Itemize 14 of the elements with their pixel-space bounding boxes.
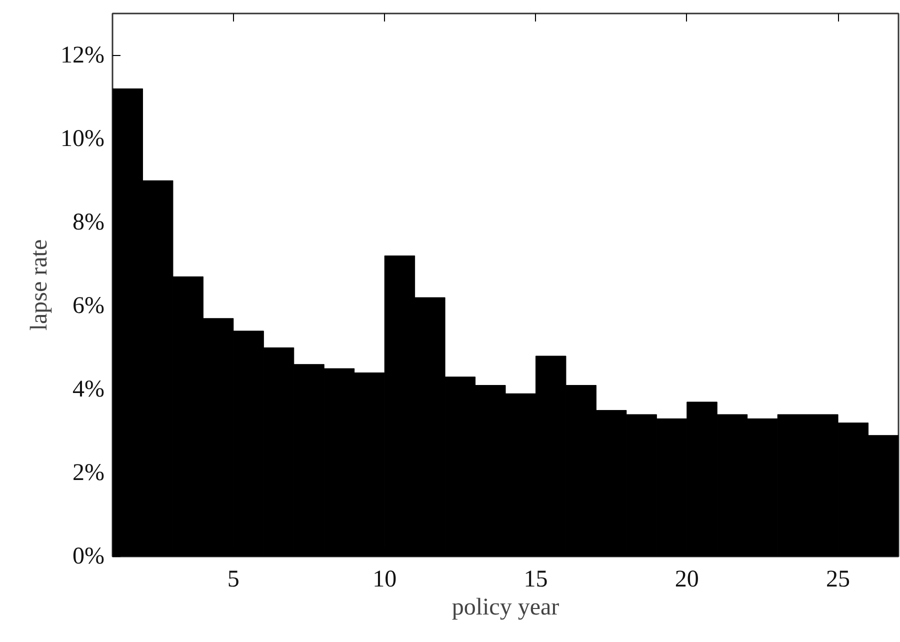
y-tick-label: 4% xyxy=(72,376,105,402)
y-tick-label: 8% xyxy=(72,209,105,236)
x-tick-label: 5 xyxy=(227,566,240,592)
x-tick-label: 25 xyxy=(826,566,850,592)
y-axis-title: lapse rate xyxy=(26,239,53,331)
y-tick-label: 6% xyxy=(72,292,105,319)
y-tick-label: 10% xyxy=(60,126,105,152)
x-axis-title: policy year xyxy=(452,594,560,620)
x-tick-label: 10 xyxy=(372,566,397,592)
x-tick-label: 15 xyxy=(524,566,548,592)
x-tick-label: 20 xyxy=(674,566,699,592)
y-tick-label: 2% xyxy=(72,460,105,486)
y-tick-label: 12% xyxy=(60,42,105,68)
y-tick-label: 0% xyxy=(72,544,105,570)
